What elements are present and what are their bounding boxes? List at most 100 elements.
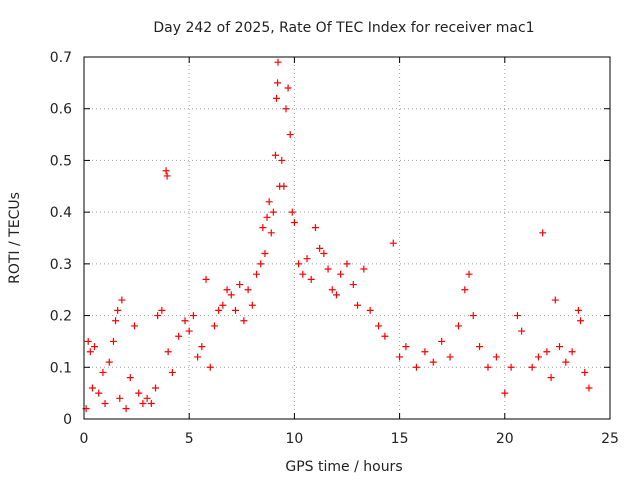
data-point-marker [210,322,218,330]
data-point-marker [429,358,437,366]
data-point-marker [543,348,551,356]
data-point-marker [263,213,271,221]
data-point-marker [311,224,319,232]
data-point-marker [114,306,122,314]
data-point-marker [126,374,134,382]
data-point-marker [152,384,160,392]
data-point-marker [194,353,202,361]
data-point-marker [116,394,124,402]
data-point-marker [175,332,183,340]
data-point-marker [135,389,143,397]
y-axis-label: ROTI / TECUs [7,192,23,284]
data-point-marker [271,151,279,159]
data-point-marker [244,286,252,294]
data-point-marker [189,312,197,320]
data-point-marker [164,348,172,356]
data-point-marker [185,327,193,335]
data-point-marker [421,348,429,356]
y-tick-label: 0.6 [50,102,72,118]
data-point-marker [299,270,307,278]
data-point-marker [273,94,281,102]
data-point-marker [86,348,94,356]
data-point-marker [396,353,404,361]
data-point-marker [88,384,96,392]
data-point-marker [158,306,166,314]
y-tick-label: 0.4 [50,205,72,221]
data-point-marker [574,306,582,314]
x-tick-label: 5 [185,431,194,447]
x-tick-label: 25 [601,431,619,447]
data-point-marker [259,224,267,232]
data-point-marker [139,399,147,407]
data-point-marker [539,229,547,237]
data-point-marker [343,260,351,268]
data-point-marker [513,312,521,320]
data-point-marker [446,353,454,361]
data-point-marker [215,306,223,314]
y-tick-label: 0.3 [50,257,72,273]
data-point-marker [282,105,290,113]
data-point-marker [122,405,130,413]
data-point-marker [381,332,389,340]
data-point-marker [130,322,138,330]
data-point-marker [568,348,576,356]
data-point-marker [332,291,340,299]
data-point-marker [501,389,509,397]
data-point-marker [551,296,559,304]
data-point-marker [577,317,585,325]
data-point-marker [99,368,107,376]
data-point-marker [375,322,383,330]
data-point-marker [231,306,239,314]
data-point-marker [389,239,397,247]
data-point-marker [206,363,214,371]
data-point-marker [324,265,332,273]
data-point-marker [465,270,473,278]
data-point-marker [223,286,231,294]
data-point-marker [286,131,294,139]
x-axis-label: GPS time / hours [285,459,402,475]
data-point-marker [484,363,492,371]
chart-title: Day 242 of 2025, Rate Of TEC Index for r… [153,20,534,36]
data-point-marker [202,275,210,283]
data-point-marker [337,270,345,278]
data-point-marker [274,79,282,87]
data-point-marker [95,389,103,397]
data-point-marker [562,358,570,366]
data-point-marker [284,84,292,92]
data-point-marker [469,312,477,320]
data-point-marker [154,312,162,320]
y-tick-label: 0.7 [50,50,72,66]
data-point-marker [109,337,117,345]
axis-ticks: 0 5 10 15 20 25 0 0.1 0.2 0.3 0.4 0.5 0.6 0.7 [50,50,619,447]
data-point-marker [257,260,265,268]
data-point-marker [163,172,171,180]
data-point-marker [316,244,324,252]
data-point-marker [265,198,273,206]
data-point-marker [236,281,244,289]
data-point-marker [269,208,277,216]
data-point-marker [219,301,227,309]
x-tick-label: 0 [80,431,89,447]
data-point-marker [240,317,248,325]
data-point-marker [280,182,288,190]
x-tick-label: 20 [496,431,514,447]
data-point-marker [84,337,92,345]
data-point-marker [278,156,286,164]
data-point-marker [461,286,469,294]
data-point-marker [261,250,269,258]
data-point-marker [518,327,526,335]
data-point-marker [227,291,235,299]
data-point-marker [438,337,446,345]
data-point-marker [274,58,282,66]
data-point-marker [105,358,113,366]
data-point-marker [556,343,564,351]
data-point-marker [366,306,374,314]
data-point-marker [118,296,126,304]
data-point-marker [354,301,362,309]
y-tick-label: 0 [63,412,72,428]
data-point-marker [91,343,99,351]
x-tick-label: 15 [391,431,409,447]
